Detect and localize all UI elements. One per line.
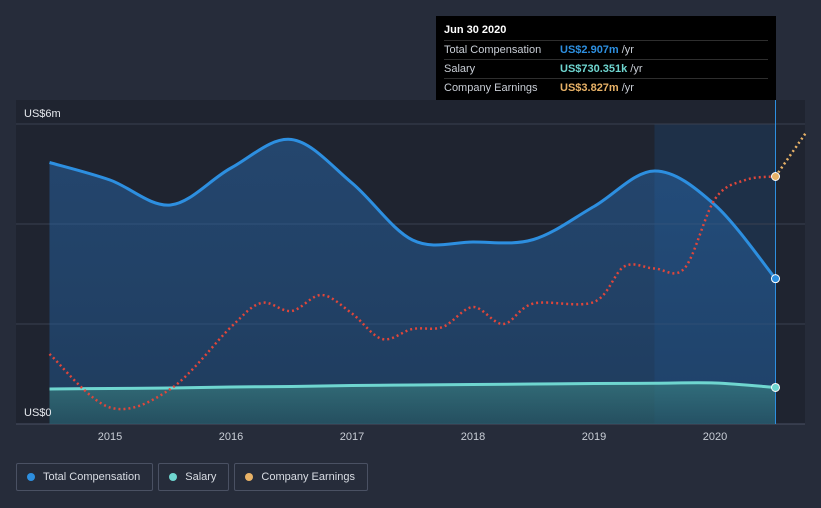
x-tick-label: 2018: [461, 431, 485, 443]
tooltip-unit: /yr: [621, 82, 634, 94]
total-compensation-marker: [771, 274, 780, 284]
tooltip-row-total-compensation: Total Compensation US$2.907m /yr: [444, 40, 768, 59]
salary-marker: [771, 382, 780, 392]
legend-label: Salary: [185, 471, 217, 483]
x-tick-label: 2019: [582, 431, 606, 443]
company-earnings-marker: [771, 172, 780, 181]
salary-dot-icon: [169, 473, 178, 481]
legend-item-total-compensation[interactable]: Total Compensation: [16, 463, 154, 491]
total-compensation-area: [49, 139, 776, 424]
tooltip-label: Company Earnings: [444, 82, 538, 94]
tooltip-label: Total Compensation: [444, 44, 542, 56]
x-tick-label: 2017: [340, 431, 364, 443]
tooltip-unit: /yr: [630, 63, 643, 75]
y-axis-max-label: US$6m: [24, 108, 61, 120]
company-earnings-forecast-line: [774, 132, 807, 178]
salary-line: [49, 381, 776, 391]
tooltip-label: Salary: [444, 63, 476, 75]
tooltip-value: US$2.907m: [560, 44, 619, 56]
legend-label: Company Earnings: [261, 471, 355, 483]
x-tick-label: 2020: [703, 431, 727, 443]
company-earnings-dot-icon: [245, 473, 254, 481]
tooltip-unit: /yr: [621, 44, 634, 56]
x-tick-label: 2016: [219, 431, 243, 443]
total-compensation-line: [49, 137, 777, 280]
x-tick-label: 2015: [98, 431, 122, 443]
tooltip-value: US$730.351k: [560, 63, 628, 75]
tooltip: Jun 30 2020 Total Compensation US$2.907m…: [436, 16, 776, 100]
tooltip-row-salary: Salary US$730.351k /yr: [444, 59, 768, 78]
legend-label: Total Compensation: [43, 471, 141, 483]
tooltip-date: Jun 30 2020: [444, 24, 507, 36]
legend-item-salary[interactable]: Salary: [158, 463, 230, 491]
total-compensation-dot-icon: [27, 473, 35, 481]
legend-item-company-earnings[interactable]: Company Earnings: [234, 463, 368, 491]
tooltip-value: US$3.827m: [560, 82, 619, 94]
legend: Total Compensation Salary Company Earnin…: [16, 463, 368, 491]
y-axis-min-label: US$0: [24, 407, 52, 419]
salary-area: [49, 382, 776, 424]
tooltip-row-company-earnings: Company Earnings US$3.827m /yr: [444, 78, 768, 97]
